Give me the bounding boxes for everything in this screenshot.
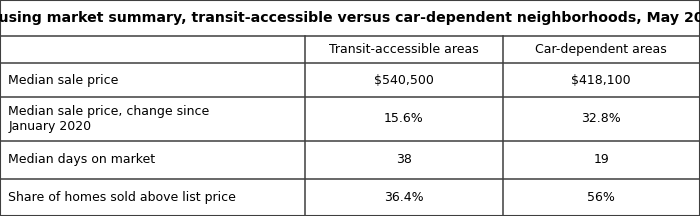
Text: Car-dependent areas: Car-dependent areas (536, 43, 667, 56)
Text: 56%: 56% (587, 191, 615, 204)
Text: Median sale price, change since
January 2020: Median sale price, change since January … (8, 105, 210, 133)
Text: $418,100: $418,100 (571, 73, 631, 87)
Text: 19: 19 (594, 153, 609, 167)
Text: Housing market summary, transit-accessible versus car-dependent neighborhoods, M: Housing market summary, transit-accessib… (0, 11, 700, 25)
Text: Median sale price: Median sale price (8, 73, 119, 87)
Text: 15.6%: 15.6% (384, 112, 424, 125)
Text: 38: 38 (395, 153, 412, 167)
Text: Transit-accessible areas: Transit-accessible areas (329, 43, 478, 56)
Text: 32.8%: 32.8% (582, 112, 621, 125)
Text: Share of homes sold above list price: Share of homes sold above list price (8, 191, 237, 204)
Text: Median days on market: Median days on market (8, 153, 155, 167)
Text: $540,500: $540,500 (374, 73, 433, 87)
Text: 36.4%: 36.4% (384, 191, 424, 204)
